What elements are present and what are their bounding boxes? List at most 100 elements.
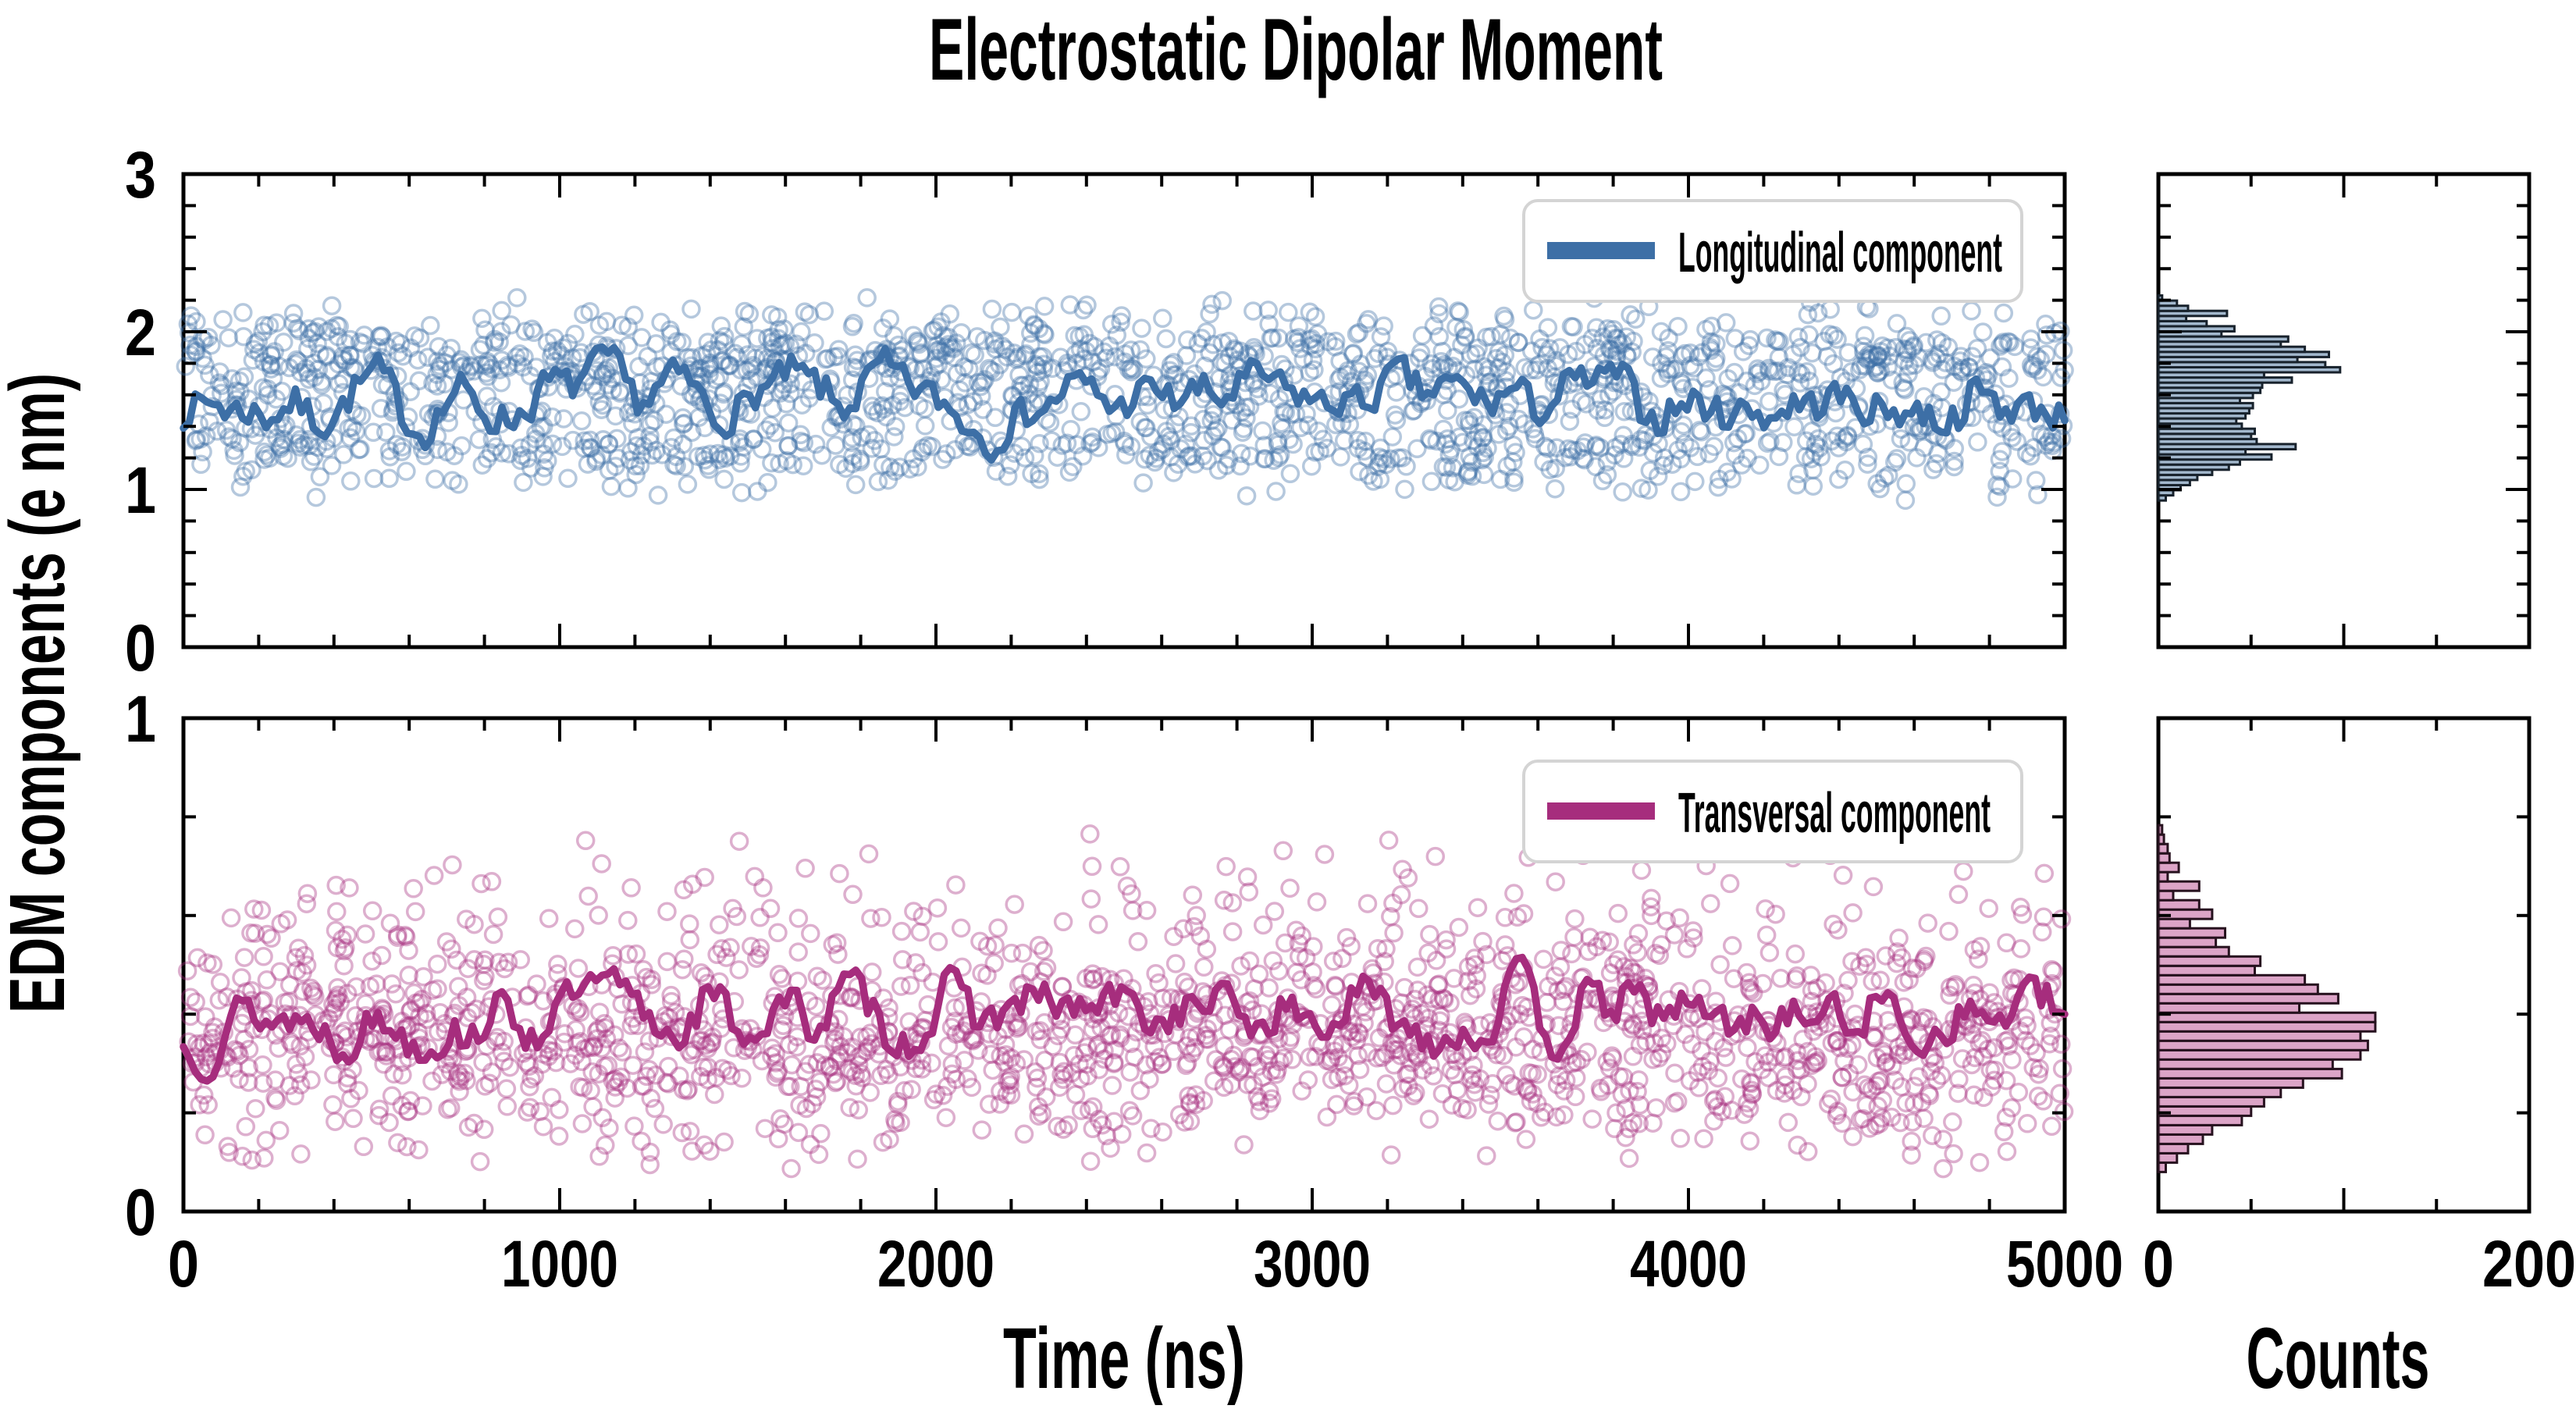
scatter-point: [499, 358, 518, 377]
scatter-point: [774, 1016, 793, 1035]
scatter-point: [1268, 447, 1289, 468]
scatter-point: [1759, 943, 1780, 962]
scatter-point: [440, 1062, 461, 1081]
scatter-point: [990, 355, 1009, 375]
scatter-point: [1537, 345, 1557, 365]
scatter-point: [1803, 476, 1823, 496]
scatter-point: [1843, 1126, 1863, 1147]
scatter-point: [309, 317, 329, 336]
scatter-point: [1546, 356, 1566, 376]
scatter-point: [717, 1060, 738, 1080]
scatter-point: [628, 428, 648, 447]
scatter-point: [1196, 1026, 1216, 1045]
scatter-point: [1614, 449, 1634, 468]
scatter-point: [701, 1034, 720, 1054]
scatter-point: [1358, 1043, 1378, 1062]
scatter-point: [1565, 1087, 1585, 1107]
scatter-point: [1578, 941, 1599, 962]
scatter-point: [1842, 1035, 1862, 1055]
scatter-point: [375, 1042, 396, 1062]
scatter-point: [1747, 364, 1767, 383]
scatter-point: [1433, 988, 1453, 1009]
scatter-point: [1305, 307, 1325, 326]
scatter-point: [1489, 342, 1509, 361]
scatter-point: [376, 1046, 397, 1066]
scatter-point: [1376, 939, 1396, 959]
scatter-point: [1157, 422, 1176, 441]
scatter-point: [1514, 904, 1534, 923]
scatter-point: [1081, 889, 1101, 909]
scatter-point: [1083, 432, 1102, 452]
scatter-point: [1606, 1103, 1626, 1123]
scatter-point: [565, 919, 585, 939]
scatter-point: [657, 902, 677, 921]
scatter-point: [519, 985, 539, 1005]
scatter-point: [199, 1034, 219, 1054]
scatter-point: [1221, 1075, 1241, 1094]
scatter-point: [1722, 469, 1742, 489]
scatter-point: [374, 1055, 393, 1074]
scatter-point: [1705, 1090, 1725, 1109]
scatter-point: [682, 1141, 702, 1161]
scatter-point: [1999, 368, 2019, 388]
scatter-point: [1229, 1060, 1250, 1080]
scatter-point: [1838, 427, 1858, 447]
scatter-point: [207, 422, 227, 441]
scatter-point: [1290, 339, 1310, 358]
scatter-point: [743, 356, 763, 375]
scatter-point: [507, 347, 526, 367]
scatter-point: [1599, 1059, 1620, 1078]
scatter-point: [1809, 429, 1828, 449]
scatter-point: [1868, 347, 1888, 366]
scatter-point: [1002, 302, 1022, 322]
scatter-point: [2036, 344, 2056, 364]
scatter-point: [193, 348, 212, 368]
scatter-point: [838, 1043, 858, 1063]
scatter-point: [187, 336, 206, 357]
xtick-counts-0: 0: [2143, 1227, 2174, 1300]
scatter-point: [1753, 973, 1773, 994]
scatter-point: [464, 914, 484, 934]
scatter-point: [891, 386, 911, 405]
scatter-point: [1171, 439, 1190, 459]
scatter-point: [810, 1072, 830, 1092]
scatter-point: [1291, 970, 1311, 990]
scatter-point: [856, 1041, 877, 1061]
scatter-point: [2016, 1030, 2036, 1051]
scatter-point: [1035, 1051, 1055, 1070]
scatter-point: [1793, 1030, 1813, 1049]
scatter-point: [1390, 1046, 1411, 1066]
scatter-point: [1765, 1047, 1785, 1066]
scatter-point: [1752, 1060, 1772, 1080]
scatter-point: [1149, 1048, 1169, 1067]
scatter-point: [586, 1022, 607, 1041]
scatter-point: [710, 331, 730, 350]
scatter-point: [1945, 975, 1966, 994]
scatter-point: [713, 445, 734, 465]
scatter-point: [1374, 316, 1393, 336]
scatter-point: [1713, 1038, 1734, 1058]
scatter-point: [682, 422, 702, 442]
scatter-point: [261, 355, 281, 375]
scatter-point: [991, 1046, 1010, 1066]
scatter-point: [514, 347, 534, 367]
scatter-point: [254, 315, 274, 335]
scatter-point: [551, 346, 571, 365]
scatter-point: [1586, 436, 1606, 455]
hist-bar: [2157, 889, 2175, 902]
scatter-point: [1254, 449, 1274, 469]
scatter-point: [1879, 465, 1898, 486]
scatter-point: [1867, 474, 1887, 493]
scatter-point: [1867, 346, 1888, 365]
scatter-point: [657, 952, 677, 972]
scatter-point: [928, 354, 948, 375]
scatter-point: [1208, 461, 1229, 480]
scatter-point: [1079, 1100, 1099, 1120]
scatter-point: [1121, 1034, 1141, 1054]
scatter-point: [1140, 1069, 1159, 1089]
scatter-point: [1368, 457, 1388, 477]
y-axis-label: EDM components (e nm): [0, 373, 81, 1013]
hist-bar: [2157, 309, 2229, 318]
hist-bar: [2157, 1133, 2204, 1145]
scatter-point: [578, 1037, 599, 1058]
